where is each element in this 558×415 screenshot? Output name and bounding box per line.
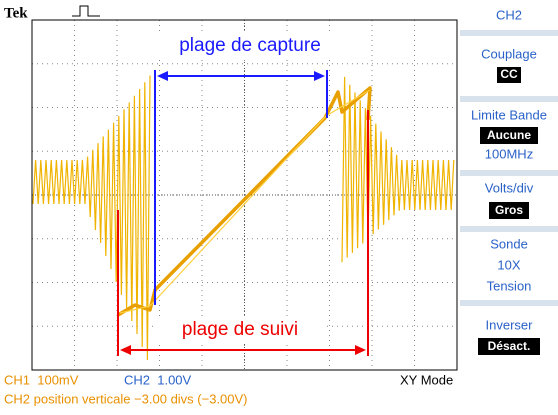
background xyxy=(0,0,558,410)
menu-value: Aucune xyxy=(487,128,531,142)
separator xyxy=(460,96,558,102)
display-mode: XY Mode xyxy=(400,372,453,387)
capture-label: plage de capture xyxy=(179,35,321,56)
tracking-label: plage de suivi xyxy=(182,319,298,340)
menu-title: CH2 xyxy=(496,7,522,22)
separator xyxy=(460,170,558,176)
ch1-scale: CH1 100mV xyxy=(4,372,79,387)
separator xyxy=(460,30,558,36)
ch2-scale: CH2 1.00V xyxy=(124,372,192,387)
brand: Tek xyxy=(4,5,28,21)
menu-detail: Tension xyxy=(487,278,532,293)
separator xyxy=(460,300,558,306)
menu-label[interactable]: Limite Bande xyxy=(471,107,547,122)
position-message: CH2 position verticale −3.00 divs (−3.00… xyxy=(4,391,248,406)
oscilloscope-screen: Tek plage de capture plage de suivi CH2 … xyxy=(0,0,558,410)
menu-value: CC xyxy=(500,67,518,81)
separator xyxy=(460,226,558,232)
menu-label[interactable]: Inverser xyxy=(486,317,534,332)
menu-label[interactable]: Couplage xyxy=(481,46,537,61)
menu-value: Désact. xyxy=(488,339,531,353)
menu-detail: 10X xyxy=(497,257,520,272)
menu-value: Gros xyxy=(495,203,523,217)
menu-label[interactable]: Sonde xyxy=(490,236,528,251)
menu-detail: 100MHz xyxy=(485,146,533,161)
menu-label[interactable]: Volts/div xyxy=(485,180,534,195)
